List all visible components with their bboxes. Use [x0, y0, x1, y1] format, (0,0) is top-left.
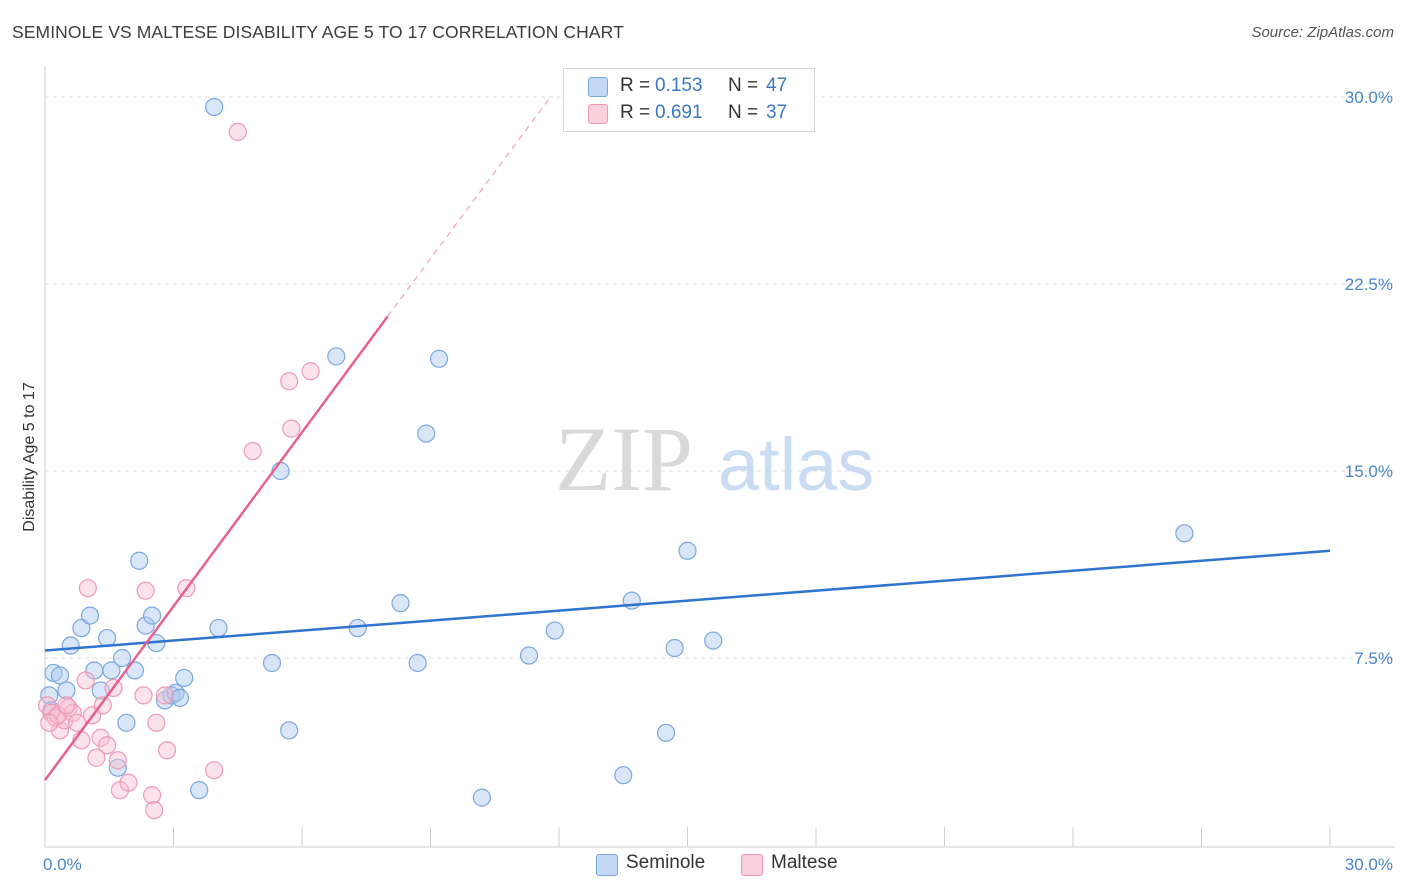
y-tick-label: 22.5% — [1345, 275, 1393, 294]
seminole-point — [61, 636, 80, 655]
seminole-point — [108, 758, 127, 777]
seminole-point — [57, 681, 76, 700]
seminole-point — [1175, 524, 1194, 543]
maltese-point — [134, 686, 153, 705]
seminole-point — [190, 781, 209, 800]
maltese-swatch — [741, 854, 763, 876]
seminole-point — [175, 668, 194, 688]
seminole-point — [102, 661, 121, 680]
y-tick-label: 30.0% — [1345, 88, 1393, 107]
legend-label: Seminole — [626, 852, 706, 873]
maltese-point — [301, 362, 320, 381]
seminole-point — [704, 631, 723, 650]
seminole-swatch — [588, 77, 608, 97]
x-tick-label: 0.0% — [43, 855, 82, 874]
maltese-point — [280, 372, 299, 391]
y-tick-label: 15.0% — [1345, 462, 1393, 481]
maltese-point — [76, 671, 95, 690]
source-label: Source: ZipAtlas.com — [1251, 24, 1394, 41]
watermark-atlas: atlas — [718, 423, 874, 506]
n-label: N = — [728, 102, 759, 123]
maltese-point — [147, 713, 166, 732]
y-tick-label: 7.5% — [1354, 649, 1393, 668]
seminole-swatch — [596, 854, 618, 876]
seminole-point — [408, 653, 427, 673]
maltese-point — [63, 703, 82, 722]
maltese-point — [243, 441, 262, 461]
maltese-point — [40, 713, 59, 732]
maltese-point — [145, 800, 164, 820]
seminole-point — [170, 688, 190, 707]
seminole-point — [72, 618, 91, 638]
r-value: 0.153 — [655, 75, 703, 96]
axes — [44, 66, 1395, 848]
x-tick-label: 30.0% — [1345, 855, 1393, 874]
seminole-point — [280, 721, 299, 740]
seminole-point — [545, 621, 564, 640]
chart-title: SEMINOLE VS MALTESE DISABILITY AGE 5 TO … — [12, 22, 624, 42]
n-value: 47 — [766, 75, 788, 96]
seminole-point — [656, 723, 676, 742]
maltese-point — [228, 122, 247, 142]
maltese-point — [108, 751, 127, 770]
maltese-point — [136, 581, 155, 600]
seminole-point — [130, 551, 149, 570]
seminole-point — [262, 653, 282, 673]
seminole-point — [429, 349, 449, 368]
seminole-point — [348, 618, 367, 638]
seminole-point — [136, 616, 155, 635]
maltese-point — [205, 761, 224, 780]
seminole-trend-line — [44, 549, 1331, 652]
maltese-point — [91, 728, 110, 747]
seminole-point — [80, 606, 100, 625]
maltese-point — [78, 579, 97, 598]
r-label: R = — [620, 102, 651, 123]
seminole-point — [50, 666, 70, 685]
seminole-point — [678, 541, 697, 560]
y-axis-label: Disability Age 5 to 17 — [21, 382, 38, 532]
maltese-point — [142, 786, 162, 805]
maltese-point — [119, 773, 138, 792]
maltese-point — [98, 736, 117, 755]
maltese-point — [157, 741, 177, 760]
n-value: 37 — [766, 102, 788, 123]
r-label: R = — [620, 75, 651, 96]
seminole-point — [117, 713, 136, 732]
seminole-point — [142, 606, 162, 625]
seminole-point — [205, 97, 224, 117]
maltese-points — [38, 122, 320, 820]
watermark: ZIP atlas — [555, 408, 874, 510]
watermark-zip: ZIP — [555, 408, 693, 510]
maltese-point — [68, 713, 87, 732]
grid-lines — [45, 96, 1395, 659]
seminole-point — [209, 618, 228, 638]
trend-lines — [43, 96, 1331, 781]
seminole-points — [40, 97, 1194, 807]
maltese-point — [50, 721, 70, 740]
seminole-point — [665, 638, 684, 658]
seminole-point — [391, 594, 410, 613]
tick-labels: 7.5% 15.0% 22.5% 30.0% 0.0% 30.0% — [43, 88, 1393, 874]
r-value: 0.691 — [655, 102, 703, 123]
seminole-point — [327, 347, 346, 366]
maltese-trend-extension — [387, 96, 551, 317]
seminole-point — [112, 648, 132, 668]
seminole-point — [417, 424, 436, 443]
legend-label: Maltese — [771, 852, 838, 873]
maltese-point — [282, 419, 301, 438]
maltese-point — [155, 686, 175, 705]
maltese-point — [87, 748, 106, 767]
maltese-swatch — [588, 104, 608, 124]
seminole-point — [519, 646, 539, 665]
maltese-trend-line — [43, 315, 389, 781]
stats-legend: R = 0.153 N = 47 R = 0.691 N = 37 — [563, 68, 815, 132]
maltese-point — [57, 696, 76, 715]
seminole-point — [472, 788, 491, 807]
seminole-point — [614, 766, 633, 785]
n-label: N = — [728, 75, 759, 96]
